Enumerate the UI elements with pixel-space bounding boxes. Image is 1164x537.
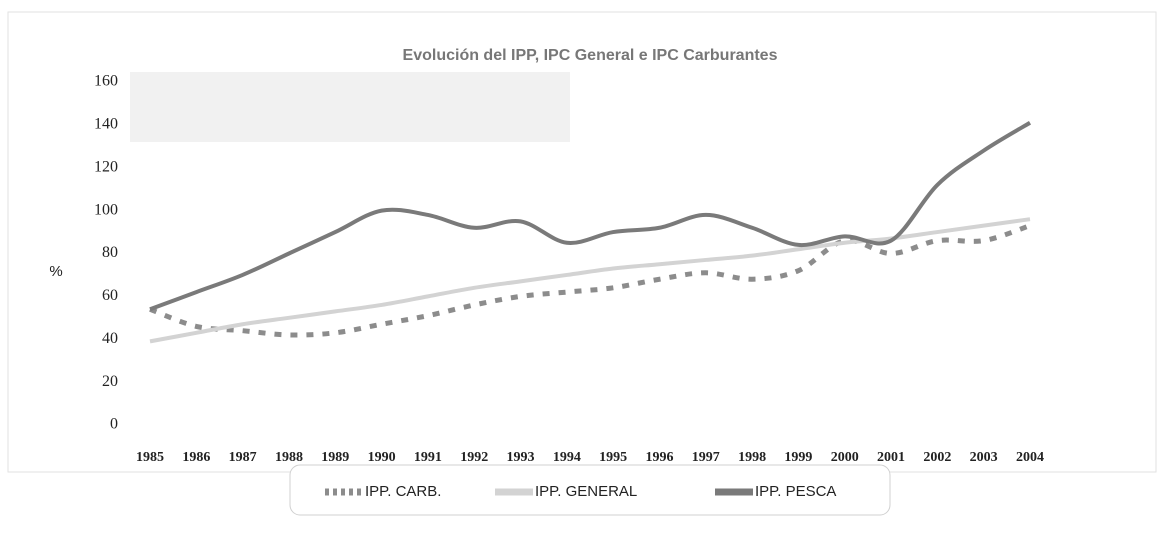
legend-label: IPP. PESCA: [755, 483, 836, 500]
line-series: [149, 223, 1031, 338]
y-tick-label: 80: [102, 244, 118, 261]
background-shade: [130, 72, 570, 142]
x-tick-label: 1992: [460, 450, 488, 465]
y-tick-label: 0: [110, 416, 118, 433]
x-tick-label: 2001: [877, 450, 905, 465]
y-tick-label: 40: [102, 330, 118, 347]
legend-box: [289, 464, 891, 516]
y-axis-label: %: [49, 263, 62, 280]
x-tick-label: 1989: [321, 450, 349, 465]
chart-title: Evolución del IPP, IPC General e IPC Car…: [403, 47, 778, 64]
x-tick-label: 2002: [923, 450, 951, 465]
x-tick-label: 1985: [136, 450, 164, 465]
x-tick-label: 1999: [784, 450, 812, 465]
y-tick-label: 100: [94, 201, 118, 218]
x-tick-label: 1993: [507, 450, 535, 465]
y-tick-label: 160: [94, 73, 118, 90]
x-tick-label: 1997: [692, 450, 720, 465]
x-tick-label: 1986: [182, 450, 210, 465]
x-tick-label: 1994: [553, 450, 581, 465]
x-tick-label: 1996: [645, 450, 673, 465]
x-tick-label: 1987: [229, 450, 257, 465]
legend-label: IPP. CARB.: [365, 483, 441, 500]
x-tick-label: 2004: [1016, 450, 1044, 465]
legend-label: IPP. GENERAL: [535, 483, 637, 500]
x-tick-label: 1998: [738, 450, 766, 465]
x-tick-label: 1995: [599, 450, 627, 465]
x-tick-label: 1990: [368, 450, 396, 465]
line-series: [149, 121, 1032, 312]
x-tick-label: 2003: [970, 450, 998, 465]
y-tick-label: 20: [102, 373, 118, 390]
y-tick-label: 140: [94, 116, 118, 133]
x-tick-label: 2000: [831, 450, 859, 465]
x-tick-label: 1991: [414, 450, 442, 465]
y-tick-label: 60: [102, 287, 118, 304]
y-tick-label: 120: [94, 158, 118, 175]
line-series: [149, 217, 1031, 344]
x-tick-label: 1988: [275, 450, 303, 465]
